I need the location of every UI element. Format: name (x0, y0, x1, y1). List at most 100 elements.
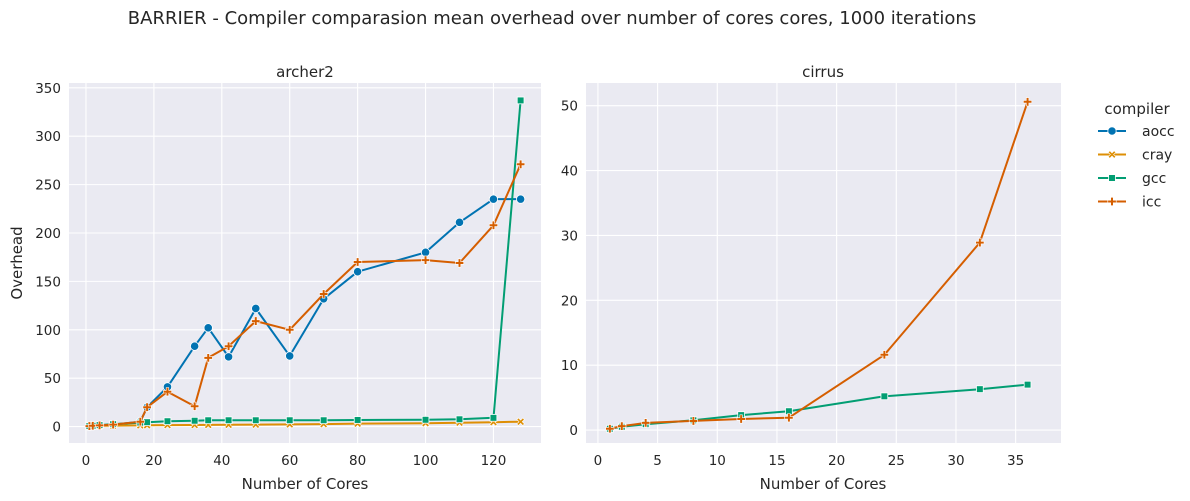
legend-label-icc: icc (1142, 195, 1161, 211)
series-cirrus (605, 97, 1033, 434)
y-tick-label: 0 (569, 423, 578, 439)
x-tick-label: 40 (213, 453, 230, 469)
point-icc (605, 424, 615, 434)
point-icc (975, 238, 985, 248)
tick-labels-archer2: 0 20 40 60 80 100 120 0 50 100 150 200 250 300 350 (35, 81, 506, 469)
figure-suptitle: BARRIER - Compiler comparasion mean over… (128, 8, 976, 29)
point-icc (617, 421, 627, 431)
point-icc (641, 418, 651, 428)
x-tick-label: 5 (653, 453, 662, 469)
point-icc (203, 353, 213, 363)
point-aocc (516, 194, 526, 204)
point-icc (162, 387, 172, 397)
point-icc (88, 421, 98, 431)
y-tick-label: 350 (35, 81, 61, 97)
point-icc (516, 159, 526, 169)
point-aocc (353, 267, 363, 277)
point-gcc (204, 416, 213, 425)
x-axis-label-cirrus: Number of Cores (760, 475, 887, 493)
legend-item-aocc: aocc (1098, 124, 1175, 140)
point-gcc (976, 385, 984, 393)
x-tick-label: 20 (145, 453, 162, 469)
series-icc (84, 159, 526, 431)
x-axis-label-archer2: Number of Cores (242, 475, 369, 493)
point-gcc (353, 416, 362, 424)
point-icc (142, 402, 152, 412)
point-aocc (190, 341, 200, 351)
x-tick-label: 0 (82, 453, 91, 469)
point-gcc (455, 415, 464, 424)
legend-marker-cray (1107, 150, 1117, 159)
legend-title: compiler (1104, 100, 1170, 118)
point-gcc (224, 416, 233, 425)
y-tick-label: 300 (35, 129, 61, 145)
y-tick-label: 250 (35, 178, 61, 194)
y-tick-label: 50 (44, 371, 61, 387)
y-tick-label: 40 (561, 164, 578, 180)
point-aocc (488, 194, 499, 204)
legend-label-gcc: gcc (1142, 171, 1166, 187)
legend-marker-aocc (1107, 126, 1117, 136)
point-icc (319, 289, 329, 299)
point-icc (353, 257, 363, 267)
x-tick-label: 10 (709, 453, 726, 469)
point-icc (736, 414, 746, 424)
point-gcc (1023, 380, 1032, 389)
point-gcc (880, 392, 889, 401)
point-aocc (203, 323, 213, 333)
legend-item-gcc: gcc (1098, 171, 1166, 187)
point-icc (285, 325, 295, 335)
point-icc (1023, 97, 1033, 107)
tick-labels-cirrus: 0 5 10 15 20 25 30 35 0 10 20 30 40 50 (561, 99, 1024, 469)
point-gcc (190, 416, 199, 425)
point-gcc (516, 96, 525, 105)
x-tick-label: 80 (349, 453, 366, 469)
point-icc (455, 258, 465, 268)
legend-label-aocc: aocc (1142, 124, 1175, 140)
point-gcc (251, 416, 260, 425)
x-tick-label: 30 (947, 453, 964, 469)
point-cray (516, 417, 525, 426)
point-icc (784, 413, 794, 423)
point-aocc (251, 303, 261, 314)
point-icc (190, 401, 200, 411)
y-tick-label: 50 (561, 99, 578, 115)
series-archer2 (84, 96, 526, 431)
y-tick-label: 150 (35, 274, 61, 290)
point-icc (879, 350, 889, 360)
x-tick-label: 60 (281, 453, 298, 469)
x-tick-label: 0 (594, 453, 603, 469)
point-gcc (163, 417, 172, 426)
y-tick-label: 30 (561, 228, 578, 244)
subplot-title-archer2: archer2 (276, 63, 334, 81)
legend-item-cray: cray (1098, 148, 1172, 164)
y-tick-label: 100 (35, 323, 61, 339)
plot-area-archer2 (69, 83, 541, 443)
point-aocc (454, 217, 465, 227)
point-aocc (285, 351, 295, 361)
point-icc (108, 420, 118, 430)
point-icc (135, 417, 145, 427)
x-tick-label: 100 (413, 453, 439, 469)
point-aocc (223, 352, 234, 362)
y-tick-label: 0 (52, 420, 61, 436)
plot-area-cirrus (586, 83, 1061, 443)
legend-marker-icc (1107, 197, 1117, 206)
axes-cirrus: 0 5 10 15 20 25 30 35 0 10 20 30 40 50 cirrus Number … (561, 63, 1061, 493)
point-icc (95, 420, 105, 430)
legend-marker-gcc (1108, 174, 1116, 182)
point-icc (251, 316, 261, 326)
point-gcc (285, 416, 294, 425)
legend-item-icc: icc (1098, 195, 1161, 211)
point-icc (488, 220, 498, 230)
y-tick-label: 200 (35, 226, 61, 242)
series-icc (605, 97, 1033, 434)
x-tick-label: 120 (481, 453, 507, 469)
point-gcc (421, 415, 430, 424)
x-tick-label: 15 (768, 453, 785, 469)
subplot-title-cirrus: cirrus (802, 63, 844, 81)
x-tick-label: 35 (1007, 453, 1024, 469)
y-tick-label: 10 (561, 358, 578, 374)
point-icc (421, 255, 431, 265)
